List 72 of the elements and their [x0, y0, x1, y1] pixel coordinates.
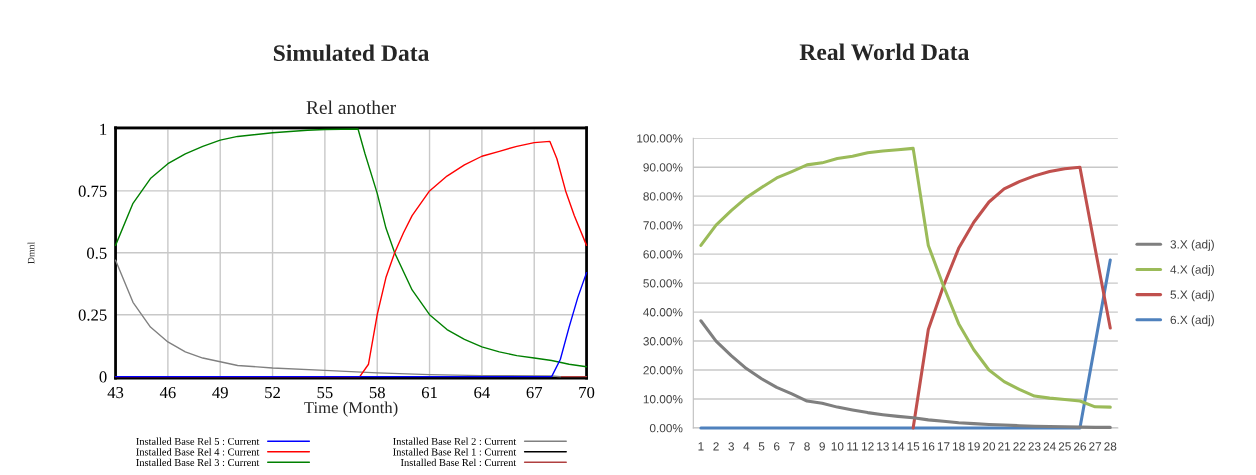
x-tick-label: 2 — [713, 442, 719, 451]
x-tick-label: 6 — [774, 442, 780, 451]
x-tick-label: 11 — [847, 442, 859, 451]
x-tick-label: 13 — [877, 442, 889, 451]
legend-label: Installed Base Rel 1 : Current — [393, 448, 517, 456]
x-tick-label: 23 — [1028, 442, 1041, 451]
chart-title: Simulated Data — [273, 44, 430, 62]
line-series — [699, 146, 1112, 409]
legend-label: Installed Base Rel 5 : Current — [136, 437, 260, 445]
y-axis-title: Dmnl — [27, 242, 35, 264]
y-tick-label: 90.00% — [643, 163, 683, 172]
y-tick-label: 70.00% — [643, 221, 683, 230]
legend-label: Installed Base Rel : Current — [400, 458, 517, 467]
y-tick-label: 100.00% — [637, 134, 683, 143]
x-tick-label: 52 — [265, 386, 280, 399]
legend-label: Installed Base Rel 2 : Current — [393, 437, 517, 445]
x-tick-label: 20 — [982, 442, 996, 451]
y-tick-label: 20.00% — [643, 366, 683, 375]
x-axis-title: Time (Month) — [304, 401, 398, 417]
y-tick-label: 1 — [100, 123, 107, 135]
legend-label: 3.X (adj) — [1170, 239, 1214, 251]
x-tick-label: 24 — [1043, 442, 1056, 451]
x-tick-label: 17 — [937, 442, 950, 451]
chart-title: Real World Data — [799, 43, 970, 61]
legend-label: Installed Base Rel 3 : Current — [136, 458, 260, 467]
x-tick-label: 61 — [421, 386, 437, 399]
x-tick-label: 67 — [526, 386, 543, 399]
x-tick-label: 49 — [212, 386, 228, 399]
x-tick-label: 15 — [907, 442, 920, 451]
x-tick-label: 10 — [831, 442, 844, 451]
y-tick-label: 40.00% — [643, 308, 683, 317]
x-tick-label: 19 — [968, 442, 980, 451]
y-tick-label: 0 — [99, 371, 107, 383]
x-tick-label: 27 — [1089, 442, 1102, 451]
x-tick-label: 64 — [474, 386, 490, 399]
legend-label: Installed Base Rel 4 : Current — [136, 448, 260, 456]
x-tick-label: 28 — [1104, 442, 1117, 451]
chart-subtitle: Rel another — [306, 100, 396, 115]
x-tick-label: 22 — [1013, 442, 1026, 451]
y-tick-label: 60.00% — [643, 250, 683, 259]
x-tick-label: 16 — [922, 442, 935, 451]
x-tick-label: 43 — [107, 386, 124, 399]
x-tick-label: 7 — [789, 442, 795, 451]
x-tick-label: 18 — [952, 442, 965, 451]
line-series — [699, 319, 1112, 429]
y-tick-label: 30.00% — [643, 337, 683, 346]
y-tick-label: 0.5 — [87, 247, 107, 259]
x-tick-label: 70 — [579, 386, 595, 399]
x-tick-label: 8 — [804, 442, 810, 451]
x-tick-label: 58 — [369, 386, 385, 399]
x-tick-label: 1 — [698, 442, 704, 451]
y-tick-label: 0.75 — [78, 185, 107, 197]
y-tick-label: 0.25 — [78, 309, 107, 321]
x-tick-label: 4 — [743, 442, 750, 451]
x-tick-label: 3 — [728, 442, 734, 451]
legend-label: 6.X (adj) — [1170, 315, 1214, 327]
x-tick-label: 26 — [1073, 442, 1086, 451]
x-tick-label: 21 — [998, 442, 1011, 451]
x-tick-label: 14 — [892, 442, 905, 451]
line-series — [911, 165, 1112, 430]
y-tick-label: 0.00% — [649, 424, 683, 433]
y-tick-label: 80.00% — [643, 192, 683, 201]
x-tick-label: 5 — [758, 442, 765, 451]
legend-label: 5.X (adj) — [1170, 290, 1214, 302]
x-tick-label: 46 — [159, 386, 176, 399]
y-tick-label: 50.00% — [643, 279, 683, 288]
x-tick-label: 12 — [862, 442, 874, 451]
legend-label: 4.X (adj) — [1170, 265, 1214, 277]
y-tick-label: 10.00% — [643, 395, 683, 404]
x-tick-label: 25 — [1058, 442, 1071, 451]
x-tick-label: 9 — [819, 442, 825, 451]
x-tick-label: 55 — [317, 387, 333, 399]
